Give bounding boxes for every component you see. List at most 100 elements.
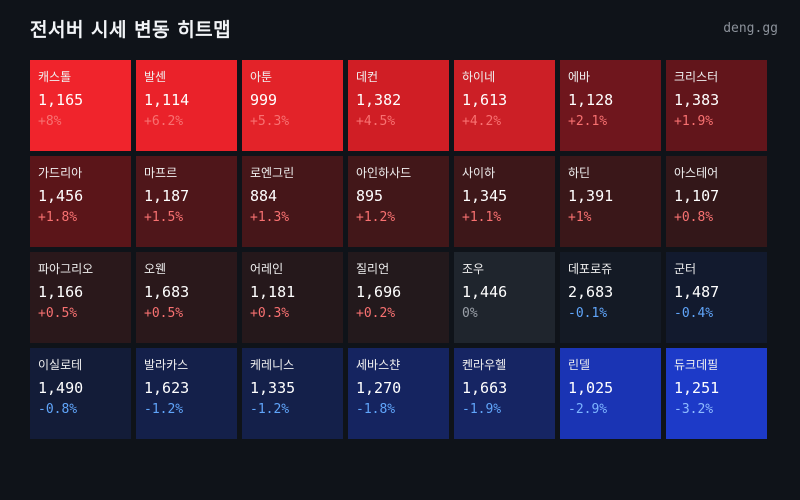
price-change: +1.2% (356, 210, 396, 225)
server-price: 1,025 (568, 379, 614, 397)
server-price: 1,128 (568, 91, 614, 109)
price-change: -0.4% (674, 306, 714, 321)
price-change: +6.2% (144, 114, 184, 129)
server-name: 발라카스 (144, 358, 189, 372)
server-price: 1,187 (144, 187, 190, 205)
price-change: +5.3% (250, 114, 290, 129)
server-name: 어레인 (250, 262, 284, 276)
server-price: 1,446 (462, 283, 508, 301)
server-price: 1,345 (462, 187, 508, 205)
price-change: -1.8% (356, 402, 396, 417)
server-name: 하이네 (462, 70, 496, 84)
server-price: 999 (250, 91, 278, 109)
server-name: 사이하 (462, 166, 496, 180)
server-name: 세바스챤 (356, 358, 401, 372)
price-change: +1.1% (462, 210, 502, 225)
server-cell[interactable]: 세바스챤 1,270 -1.8% (348, 348, 449, 439)
price-change: -2.9% (568, 402, 608, 417)
server-name: 듀크데필 (674, 358, 719, 372)
price-change: +1.8% (38, 210, 78, 225)
server-price: 2,683 (568, 283, 614, 301)
server-cell[interactable]: 파아그리오 1,166 +0.5% (30, 252, 131, 343)
price-change: 0% (462, 306, 478, 321)
server-name: 이실로테 (38, 358, 83, 372)
price-change: +2.1% (568, 114, 608, 129)
server-price: 1,383 (674, 91, 720, 109)
server-cell[interactable]: 가드리아 1,456 +1.8% (30, 156, 131, 247)
server-price: 1,490 (38, 379, 84, 397)
server-price: 1,487 (674, 283, 720, 301)
price-change: +1.5% (144, 210, 184, 225)
server-price: 1,696 (356, 283, 402, 301)
server-price: 1,165 (38, 91, 84, 109)
page-title: 전서버 시세 변동 히트맵 (30, 18, 232, 41)
price-change: +0.3% (250, 306, 290, 321)
server-name: 마프르 (144, 166, 178, 180)
server-cell[interactable]: 데포로쥬 2,683 -0.1% (560, 252, 661, 343)
server-cell[interactable]: 아툰 999 +5.3% (242, 60, 343, 151)
server-cell[interactable]: 발센 1,114 +6.2% (136, 60, 237, 151)
server-cell[interactable]: 사이하 1,345 +1.1% (454, 156, 555, 247)
server-name: 군터 (674, 262, 697, 276)
server-cell[interactable]: 아인하사드 895 +1.2% (348, 156, 449, 247)
price-change: +1.3% (250, 210, 290, 225)
server-price: 1,683 (144, 283, 190, 301)
server-cell[interactable]: 케레니스 1,335 -1.2% (242, 348, 343, 439)
site-label[interactable]: deng.gg (723, 20, 778, 36)
price-change: +1.9% (674, 114, 714, 129)
price-change: -0.1% (568, 306, 608, 321)
server-cell[interactable]: 크리스터 1,383 +1.9% (666, 60, 767, 151)
server-price: 1,663 (462, 379, 508, 397)
price-change: -3.2% (674, 402, 714, 417)
price-change: +4.5% (356, 114, 396, 129)
price-change: +0.2% (356, 306, 396, 321)
server-cell[interactable]: 하이네 1,613 +4.2% (454, 60, 555, 151)
server-cell[interactable]: 로엔그린 884 +1.3% (242, 156, 343, 247)
server-cell[interactable]: 군터 1,487 -0.4% (666, 252, 767, 343)
server-price: 1,456 (38, 187, 84, 205)
server-name: 크리스터 (674, 70, 719, 84)
server-name: 데컨 (356, 70, 379, 84)
server-cell[interactable]: 린델 1,025 -2.9% (560, 348, 661, 439)
server-name: 아스테어 (674, 166, 719, 180)
server-cell[interactable]: 데컨 1,382 +4.5% (348, 60, 449, 151)
server-cell[interactable]: 오웬 1,683 +0.5% (136, 252, 237, 343)
price-change: +4.2% (462, 114, 502, 129)
server-name: 오웬 (144, 262, 167, 276)
server-cell[interactable]: 아스테어 1,107 +0.8% (666, 156, 767, 247)
price-change: +8% (38, 114, 62, 129)
server-name: 에바 (568, 70, 591, 84)
price-change: -0.8% (38, 402, 78, 417)
server-price: 1,391 (568, 187, 614, 205)
server-cell[interactable]: 조우 1,446 0% (454, 252, 555, 343)
server-cell[interactable]: 어레인 1,181 +0.3% (242, 252, 343, 343)
server-name: 케레니스 (250, 358, 295, 372)
server-cell[interactable]: 듀크데필 1,251 -3.2% (666, 348, 767, 439)
server-name: 조우 (462, 262, 485, 276)
server-price: 1,166 (38, 283, 84, 301)
server-price: 1,335 (250, 379, 296, 397)
server-name: 린델 (568, 358, 591, 372)
price-change: -1.2% (144, 402, 184, 417)
server-cell[interactable]: 이실로테 1,490 -0.8% (30, 348, 131, 439)
server-cell[interactable]: 마프르 1,187 +1.5% (136, 156, 237, 247)
server-name: 파아그리오 (38, 262, 94, 276)
header: 전서버 시세 변동 히트맵 deng.gg (30, 14, 778, 42)
server-cell[interactable]: 에바 1,128 +2.1% (560, 60, 661, 151)
price-change: +0.8% (674, 210, 714, 225)
server-name: 가드리아 (38, 166, 83, 180)
server-cell[interactable]: 켄라우헬 1,663 -1.9% (454, 348, 555, 439)
price-change: +1% (568, 210, 592, 225)
server-price: 1,623 (144, 379, 190, 397)
server-cell[interactable]: 질리언 1,696 +0.2% (348, 252, 449, 343)
server-price: 1,114 (144, 91, 190, 109)
server-name: 발센 (144, 70, 167, 84)
server-price: 1,613 (462, 91, 508, 109)
server-cell[interactable]: 발라카스 1,623 -1.2% (136, 348, 237, 439)
price-change: +0.5% (144, 306, 184, 321)
server-cell[interactable]: 하딘 1,391 +1% (560, 156, 661, 247)
server-cell[interactable]: 캐스톨 1,165 +8% (30, 60, 131, 151)
heatmap-grid: 캐스톨 1,165 +8% 발센 1,114 +6.2% 아툰 999 +5.3% 데컨 1,382… (30, 60, 767, 439)
server-name: 데포로쥬 (568, 262, 613, 276)
server-price: 1,251 (674, 379, 720, 397)
